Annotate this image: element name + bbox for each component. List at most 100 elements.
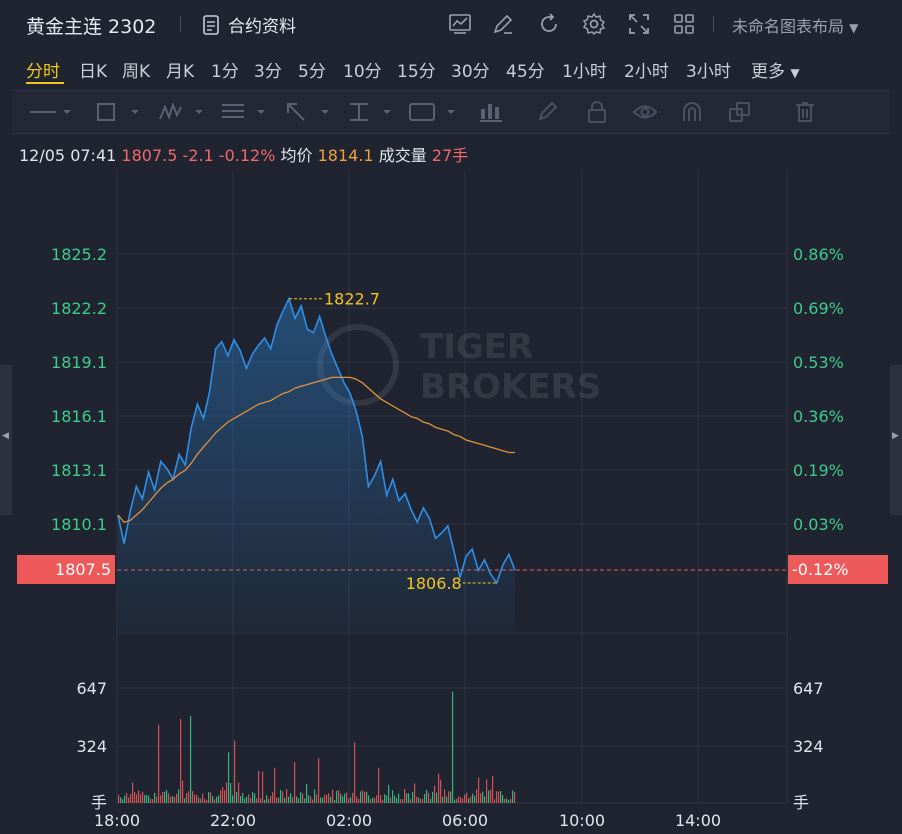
volume-bar xyxy=(118,794,120,803)
percent-tick-label: 0.53% xyxy=(793,353,844,372)
tab-5min[interactable]: 5分 xyxy=(298,62,326,82)
volume-bar xyxy=(348,798,350,803)
wave-tool-icon[interactable] xyxy=(158,101,204,123)
volume-bar xyxy=(494,799,496,803)
tab-weekly[interactable]: 周K xyxy=(122,62,151,82)
tab-1hour[interactable]: 1小时 xyxy=(562,62,607,82)
fib-tool-icon[interactable] xyxy=(220,101,266,123)
trash-icon[interactable] xyxy=(794,101,816,123)
volume-bar xyxy=(236,792,238,803)
volume-bar xyxy=(290,793,292,803)
intraday-chart[interactable]: TIGER BROKERS 1825.21822.21819.11816.118… xyxy=(0,170,902,834)
volume-bar xyxy=(322,797,324,803)
refresh-icon[interactable] xyxy=(537,12,561,36)
volume-bar xyxy=(468,798,470,803)
volume-bar xyxy=(240,796,242,803)
volume-bar xyxy=(406,793,408,803)
volume-bar xyxy=(318,758,320,803)
volume-bar xyxy=(178,789,180,803)
copy-icon[interactable] xyxy=(728,101,752,123)
volume-bar xyxy=(122,799,124,803)
layout-selector[interactable]: 未命名图表布局 ▼ xyxy=(732,13,858,37)
volume-bar xyxy=(380,795,382,803)
tab-monthly[interactable]: 月K xyxy=(166,62,195,82)
volume-bar xyxy=(400,799,402,803)
tab-3min[interactable]: 3分 xyxy=(254,62,282,82)
volume-bar xyxy=(352,792,354,803)
pattern-tool-icon[interactable] xyxy=(478,101,504,123)
caret-down-icon: ▼ xyxy=(790,66,800,80)
volume-bar xyxy=(316,794,318,803)
volume-bar xyxy=(320,797,322,803)
volume-bar xyxy=(378,767,380,803)
volume-bar xyxy=(190,716,192,803)
lock-icon[interactable] xyxy=(586,101,608,123)
arrow-tool-icon[interactable] xyxy=(284,101,330,123)
volume-bar xyxy=(230,783,232,803)
volume-bar xyxy=(130,794,132,803)
text-tool-icon[interactable] xyxy=(408,101,456,123)
volume-bar xyxy=(206,800,208,803)
volume-bar xyxy=(266,795,268,803)
tab-1min[interactable]: 1分 xyxy=(211,62,239,82)
volume-bar xyxy=(358,799,360,803)
volume-bar xyxy=(228,752,230,803)
volume-bar xyxy=(386,795,388,803)
volume-bar xyxy=(216,796,218,803)
volume-bar xyxy=(314,789,316,803)
volume-bar xyxy=(512,790,514,803)
settings-icon[interactable] xyxy=(582,12,606,36)
tab-15min[interactable]: 15分 xyxy=(397,62,436,82)
quote-info: 12/05 07:41 1807.5 -2.1 -0.12% 均价 1814.1… xyxy=(19,142,468,166)
rectangle-tool-icon[interactable] xyxy=(94,101,140,123)
high-label: 1822.7 xyxy=(324,290,380,309)
tab-daily[interactable]: 日K xyxy=(79,62,108,82)
volume-bar xyxy=(226,782,228,803)
volume-label: 成交量 xyxy=(378,146,427,165)
volume-bar xyxy=(142,791,144,803)
volume-bar xyxy=(202,793,204,803)
tab-10min[interactable]: 10分 xyxy=(343,62,382,82)
tab-intraday[interactable]: 分时 xyxy=(26,62,60,82)
indicator-icon[interactable] xyxy=(448,12,472,36)
volume-bar xyxy=(448,791,450,803)
time-tick-label: 06:00 xyxy=(442,811,488,830)
pen-icon[interactable] xyxy=(536,101,560,123)
fullscreen-icon[interactable] xyxy=(627,12,651,36)
line-tool-icon[interactable] xyxy=(28,101,72,123)
price-tick-label: 1819.1 xyxy=(51,353,107,372)
volume-bar xyxy=(306,784,308,803)
volume-bar xyxy=(312,799,314,803)
tab-30min[interactable]: 30分 xyxy=(451,62,490,82)
instrument-title[interactable]: 黄金主连 2302 xyxy=(26,16,157,38)
contract-info-button[interactable]: 合约资料 xyxy=(202,12,296,37)
volume-bar xyxy=(152,799,154,803)
right-panel-toggle[interactable]: ▶ xyxy=(890,365,902,515)
volume-bar xyxy=(334,800,336,803)
measure-tool-icon[interactable] xyxy=(346,101,392,123)
tab-more[interactable]: 更多 ▼ xyxy=(751,57,800,82)
magnet-icon[interactable] xyxy=(680,101,704,123)
tab-3hour[interactable]: 3小时 xyxy=(686,62,731,82)
volume-bar xyxy=(338,790,340,803)
volume-bar xyxy=(492,775,494,803)
tab-2hour[interactable]: 2小时 xyxy=(624,62,669,82)
volume-bar xyxy=(220,790,222,803)
tab-45min[interactable]: 45分 xyxy=(506,62,545,82)
volume-bar xyxy=(218,795,220,803)
volume-bar xyxy=(490,789,492,803)
volume-bar xyxy=(418,797,420,803)
edit-icon[interactable] xyxy=(491,12,515,36)
eye-icon[interactable] xyxy=(632,101,658,123)
volume-bar xyxy=(432,791,434,803)
left-panel-toggle[interactable]: ◀ xyxy=(0,365,12,515)
volume-bar xyxy=(464,794,466,803)
volume-bar xyxy=(382,799,384,803)
volume-bar xyxy=(212,796,214,803)
volume-bar xyxy=(182,780,184,803)
volume-bar xyxy=(200,798,202,803)
volume-bar xyxy=(158,724,160,803)
grid-layout-icon[interactable] xyxy=(672,12,696,36)
price-series-line xyxy=(117,296,516,585)
volume-bar xyxy=(172,795,174,803)
